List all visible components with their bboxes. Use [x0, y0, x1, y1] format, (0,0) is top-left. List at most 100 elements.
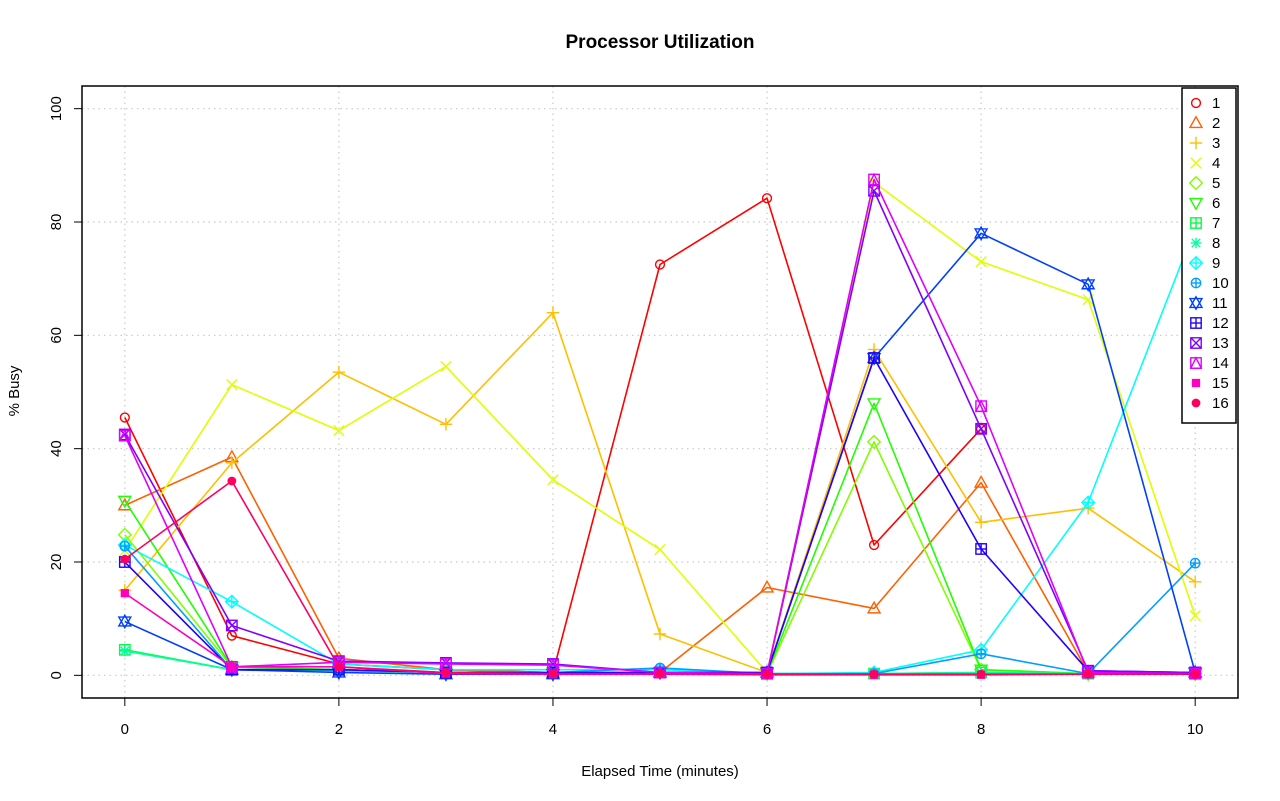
series-group	[117, 172, 1203, 682]
data-point-11	[1080, 276, 1096, 293]
data-point-12	[975, 543, 988, 555]
data-point-14	[118, 428, 132, 442]
data-point-9	[224, 594, 240, 609]
data-point-16	[762, 669, 772, 679]
legend-marker-3	[1189, 136, 1203, 150]
data-point-3	[974, 516, 988, 529]
data-point-15	[227, 662, 236, 671]
x-tick-label: 0	[121, 721, 129, 738]
data-point-1	[868, 539, 880, 551]
data-point-16	[441, 668, 451, 677]
data-point-13	[225, 619, 238, 632]
data-point-4	[547, 474, 559, 486]
legend-marker-1	[1190, 97, 1202, 109]
data-point-2	[759, 579, 775, 593]
x-axis-label: Elapsed Time (minutes)	[581, 763, 739, 780]
x-tick-label: 6	[763, 721, 771, 738]
data-point-16	[869, 669, 879, 679]
y-tick-label: 100	[48, 96, 65, 121]
legend-marker-16	[1191, 398, 1201, 408]
legend-marker-7	[1190, 217, 1202, 229]
data-point-3	[653, 627, 667, 641]
data-point-8	[119, 645, 131, 657]
data-point-13	[975, 422, 988, 435]
data-point-4	[440, 360, 452, 373]
legend-label-15: 15	[1212, 375, 1229, 392]
legend-marker-9	[1188, 255, 1204, 271]
legend-label-1: 1	[1212, 95, 1220, 112]
data-point-16	[976, 669, 986, 679]
legend-label-16: 16	[1212, 395, 1229, 412]
legend-label-6: 6	[1212, 195, 1220, 212]
data-point-16	[334, 662, 344, 672]
data-point-4	[333, 424, 345, 437]
data-point-1	[761, 193, 773, 204]
legend-marker-5	[1188, 175, 1204, 191]
data-point-2	[866, 600, 882, 614]
data-point-11	[973, 225, 989, 242]
legend-marker-6	[1188, 197, 1204, 211]
legend-label-7: 7	[1212, 215, 1220, 232]
data-point-1	[975, 423, 987, 434]
data-point-12	[868, 352, 880, 364]
data-point-9	[1080, 495, 1096, 510]
data-point-3	[546, 306, 560, 319]
legend-marker-2	[1188, 115, 1204, 129]
data-point-16	[1190, 669, 1200, 679]
legend-label-9: 9	[1212, 255, 1220, 272]
data-point-1	[119, 412, 130, 423]
data-point-6	[973, 664, 989, 678]
data-point-16	[227, 476, 237, 486]
chart-title: Processor Utilization	[566, 32, 755, 53]
data-point-1	[654, 259, 666, 270]
y-tick-label: 40	[48, 440, 65, 457]
data-point-3	[332, 365, 346, 379]
legend-label-10: 10	[1212, 275, 1229, 292]
plot-frame	[81, 85, 1239, 699]
legend-marker-8	[1190, 237, 1202, 249]
legend-label-14: 14	[1212, 355, 1229, 372]
y-tick-label: 60	[48, 327, 65, 344]
legend-marker-14	[1189, 356, 1203, 369]
data-point-10	[975, 648, 987, 660]
series-16	[120, 476, 1200, 679]
data-point-4	[226, 378, 238, 391]
legend-label-11: 11	[1212, 295, 1228, 312]
legend-marker-4	[1190, 157, 1202, 169]
x-tick-label: 4	[549, 721, 557, 738]
data-point-10	[1189, 557, 1201, 569]
data-point-11	[117, 613, 132, 630]
legend-label-4: 4	[1212, 155, 1220, 172]
legend-marker-12	[1190, 317, 1202, 329]
data-point-4	[975, 255, 987, 268]
legend-marker-10	[1190, 277, 1202, 289]
data-point-16	[548, 669, 558, 679]
legend-label-12: 12	[1212, 315, 1229, 332]
legend-marker-11	[1188, 295, 1204, 311]
data-point-14	[974, 399, 988, 413]
grid	[82, 86, 1238, 698]
data-point-16	[120, 554, 130, 564]
data-point-3	[439, 418, 453, 431]
data-point-6	[117, 495, 132, 509]
legend-label-13: 13	[1212, 335, 1229, 352]
data-point-10	[119, 540, 131, 552]
y-axis-label: % Busy	[6, 365, 23, 416]
data-point-14	[867, 172, 881, 186]
y-tick-label: 80	[48, 214, 65, 231]
legend-marker-15	[1191, 378, 1201, 388]
data-point-4	[654, 543, 666, 556]
y-tick-label: 0	[48, 671, 65, 679]
data-point-4	[1189, 610, 1201, 622]
data-point-2	[973, 474, 989, 488]
data-point-3	[225, 456, 239, 470]
x-tick-label: 8	[977, 721, 985, 738]
legend-label-3: 3	[1212, 135, 1220, 152]
data-point-16	[655, 669, 665, 679]
x-tick-label: 10	[1187, 721, 1204, 738]
legend-label-8: 8	[1212, 235, 1220, 252]
legend-marker-13	[1190, 337, 1202, 349]
